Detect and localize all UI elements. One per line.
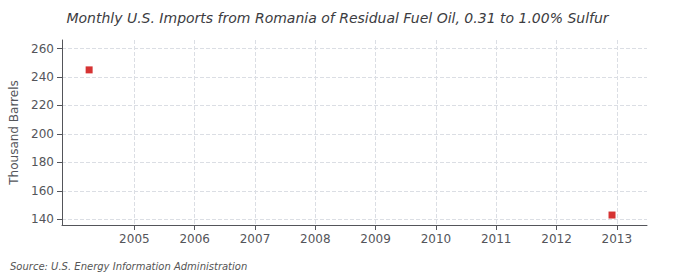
svg-text:240: 240 bbox=[31, 70, 54, 84]
svg-text:220: 220 bbox=[31, 98, 54, 112]
svg-text:2007: 2007 bbox=[240, 232, 271, 246]
svg-text:2012: 2012 bbox=[541, 232, 572, 246]
svg-text:260: 260 bbox=[31, 42, 54, 56]
svg-text:2011: 2011 bbox=[481, 232, 512, 246]
svg-text:2008: 2008 bbox=[300, 232, 331, 246]
svg-text:140: 140 bbox=[31, 212, 54, 226]
svg-text:Thousand Barrels: Thousand Barrels bbox=[7, 80, 21, 185]
svg-text:2010: 2010 bbox=[421, 232, 452, 246]
svg-text:200: 200 bbox=[31, 127, 54, 141]
svg-text:2005: 2005 bbox=[119, 232, 150, 246]
svg-text:Monthly U.S. Imports from Roma: Monthly U.S. Imports from Romania of Res… bbox=[66, 10, 609, 26]
svg-text:180: 180 bbox=[31, 155, 54, 169]
svg-text:160: 160 bbox=[31, 184, 54, 198]
svg-text:2013: 2013 bbox=[602, 232, 633, 246]
svg-text:2006: 2006 bbox=[179, 232, 210, 246]
svg-text:2009: 2009 bbox=[360, 232, 391, 246]
svg-text:Source: U.S. Energy Informatio: Source: U.S. Energy Information Administ… bbox=[10, 261, 247, 272]
